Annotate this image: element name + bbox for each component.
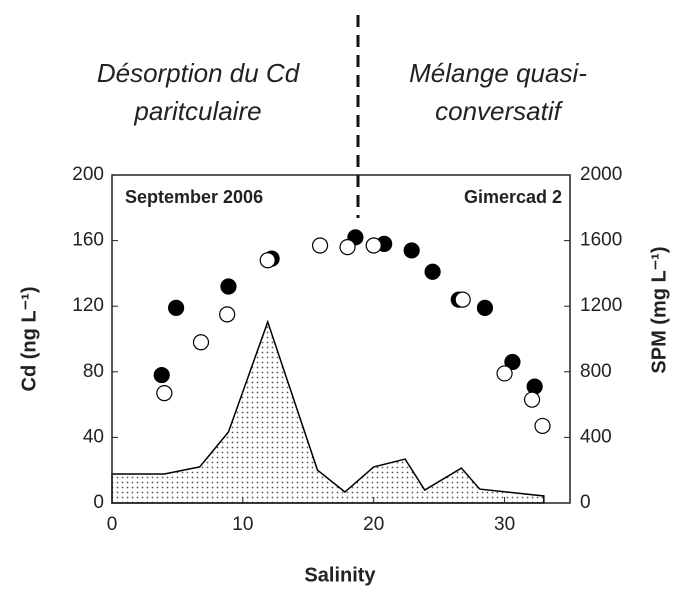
filled-point <box>220 278 237 295</box>
annotation: Désorption du Cd <box>97 58 301 88</box>
y2-tick-label: 1600 <box>580 230 622 251</box>
open-point <box>496 365 513 382</box>
open-point <box>454 291 471 308</box>
open-point <box>523 391 541 408</box>
filled-point <box>424 263 441 280</box>
open-point <box>311 237 329 254</box>
y-tick-label: 200 <box>72 164 104 185</box>
open-point <box>259 252 276 269</box>
panel-label: September 2006 <box>125 187 263 207</box>
y-tick-label: 160 <box>72 230 104 251</box>
filled-point <box>504 353 521 371</box>
annotation: paritculaire <box>133 96 261 126</box>
filled-point <box>526 378 543 395</box>
x-axis-label: Salinity <box>304 564 376 586</box>
annotation: conversatif <box>435 96 563 126</box>
y-tick-label: 80 <box>83 361 104 382</box>
open-point <box>156 385 173 402</box>
open-point <box>192 334 210 351</box>
y-tick-label: 40 <box>83 426 104 447</box>
filled-point <box>168 299 185 316</box>
open-point <box>365 237 382 254</box>
panel-label: Gimercad 2 <box>464 187 562 207</box>
x-tick-label: 0 <box>107 514 118 535</box>
y-axis-label: Cd (ng L⁻¹) <box>18 287 40 392</box>
annotation: Mélange quasi- <box>409 58 587 88</box>
x-tick-label: 10 <box>232 514 253 535</box>
y2-tick-label: 1200 <box>580 295 622 316</box>
filled-point <box>153 366 170 384</box>
y2-tick-label: 0 <box>580 492 591 513</box>
y2-axis-label: SPM (mg L⁻¹) <box>648 246 670 373</box>
plot-frame <box>111 174 571 504</box>
y2-tick-label: 2000 <box>580 164 622 185</box>
filled-point <box>476 299 494 316</box>
open-point <box>534 417 551 435</box>
x-tick-label: 30 <box>494 514 515 535</box>
x-tick-label: 20 <box>363 514 384 535</box>
spm-area <box>111 319 545 504</box>
y2-tick-label: 800 <box>580 361 612 382</box>
y-tick-label: 0 <box>93 492 104 513</box>
filled-point <box>403 242 420 259</box>
open-point <box>339 239 356 256</box>
open-point <box>219 306 236 323</box>
y-tick-label: 120 <box>72 295 104 316</box>
y2-tick-label: 400 <box>580 426 612 447</box>
